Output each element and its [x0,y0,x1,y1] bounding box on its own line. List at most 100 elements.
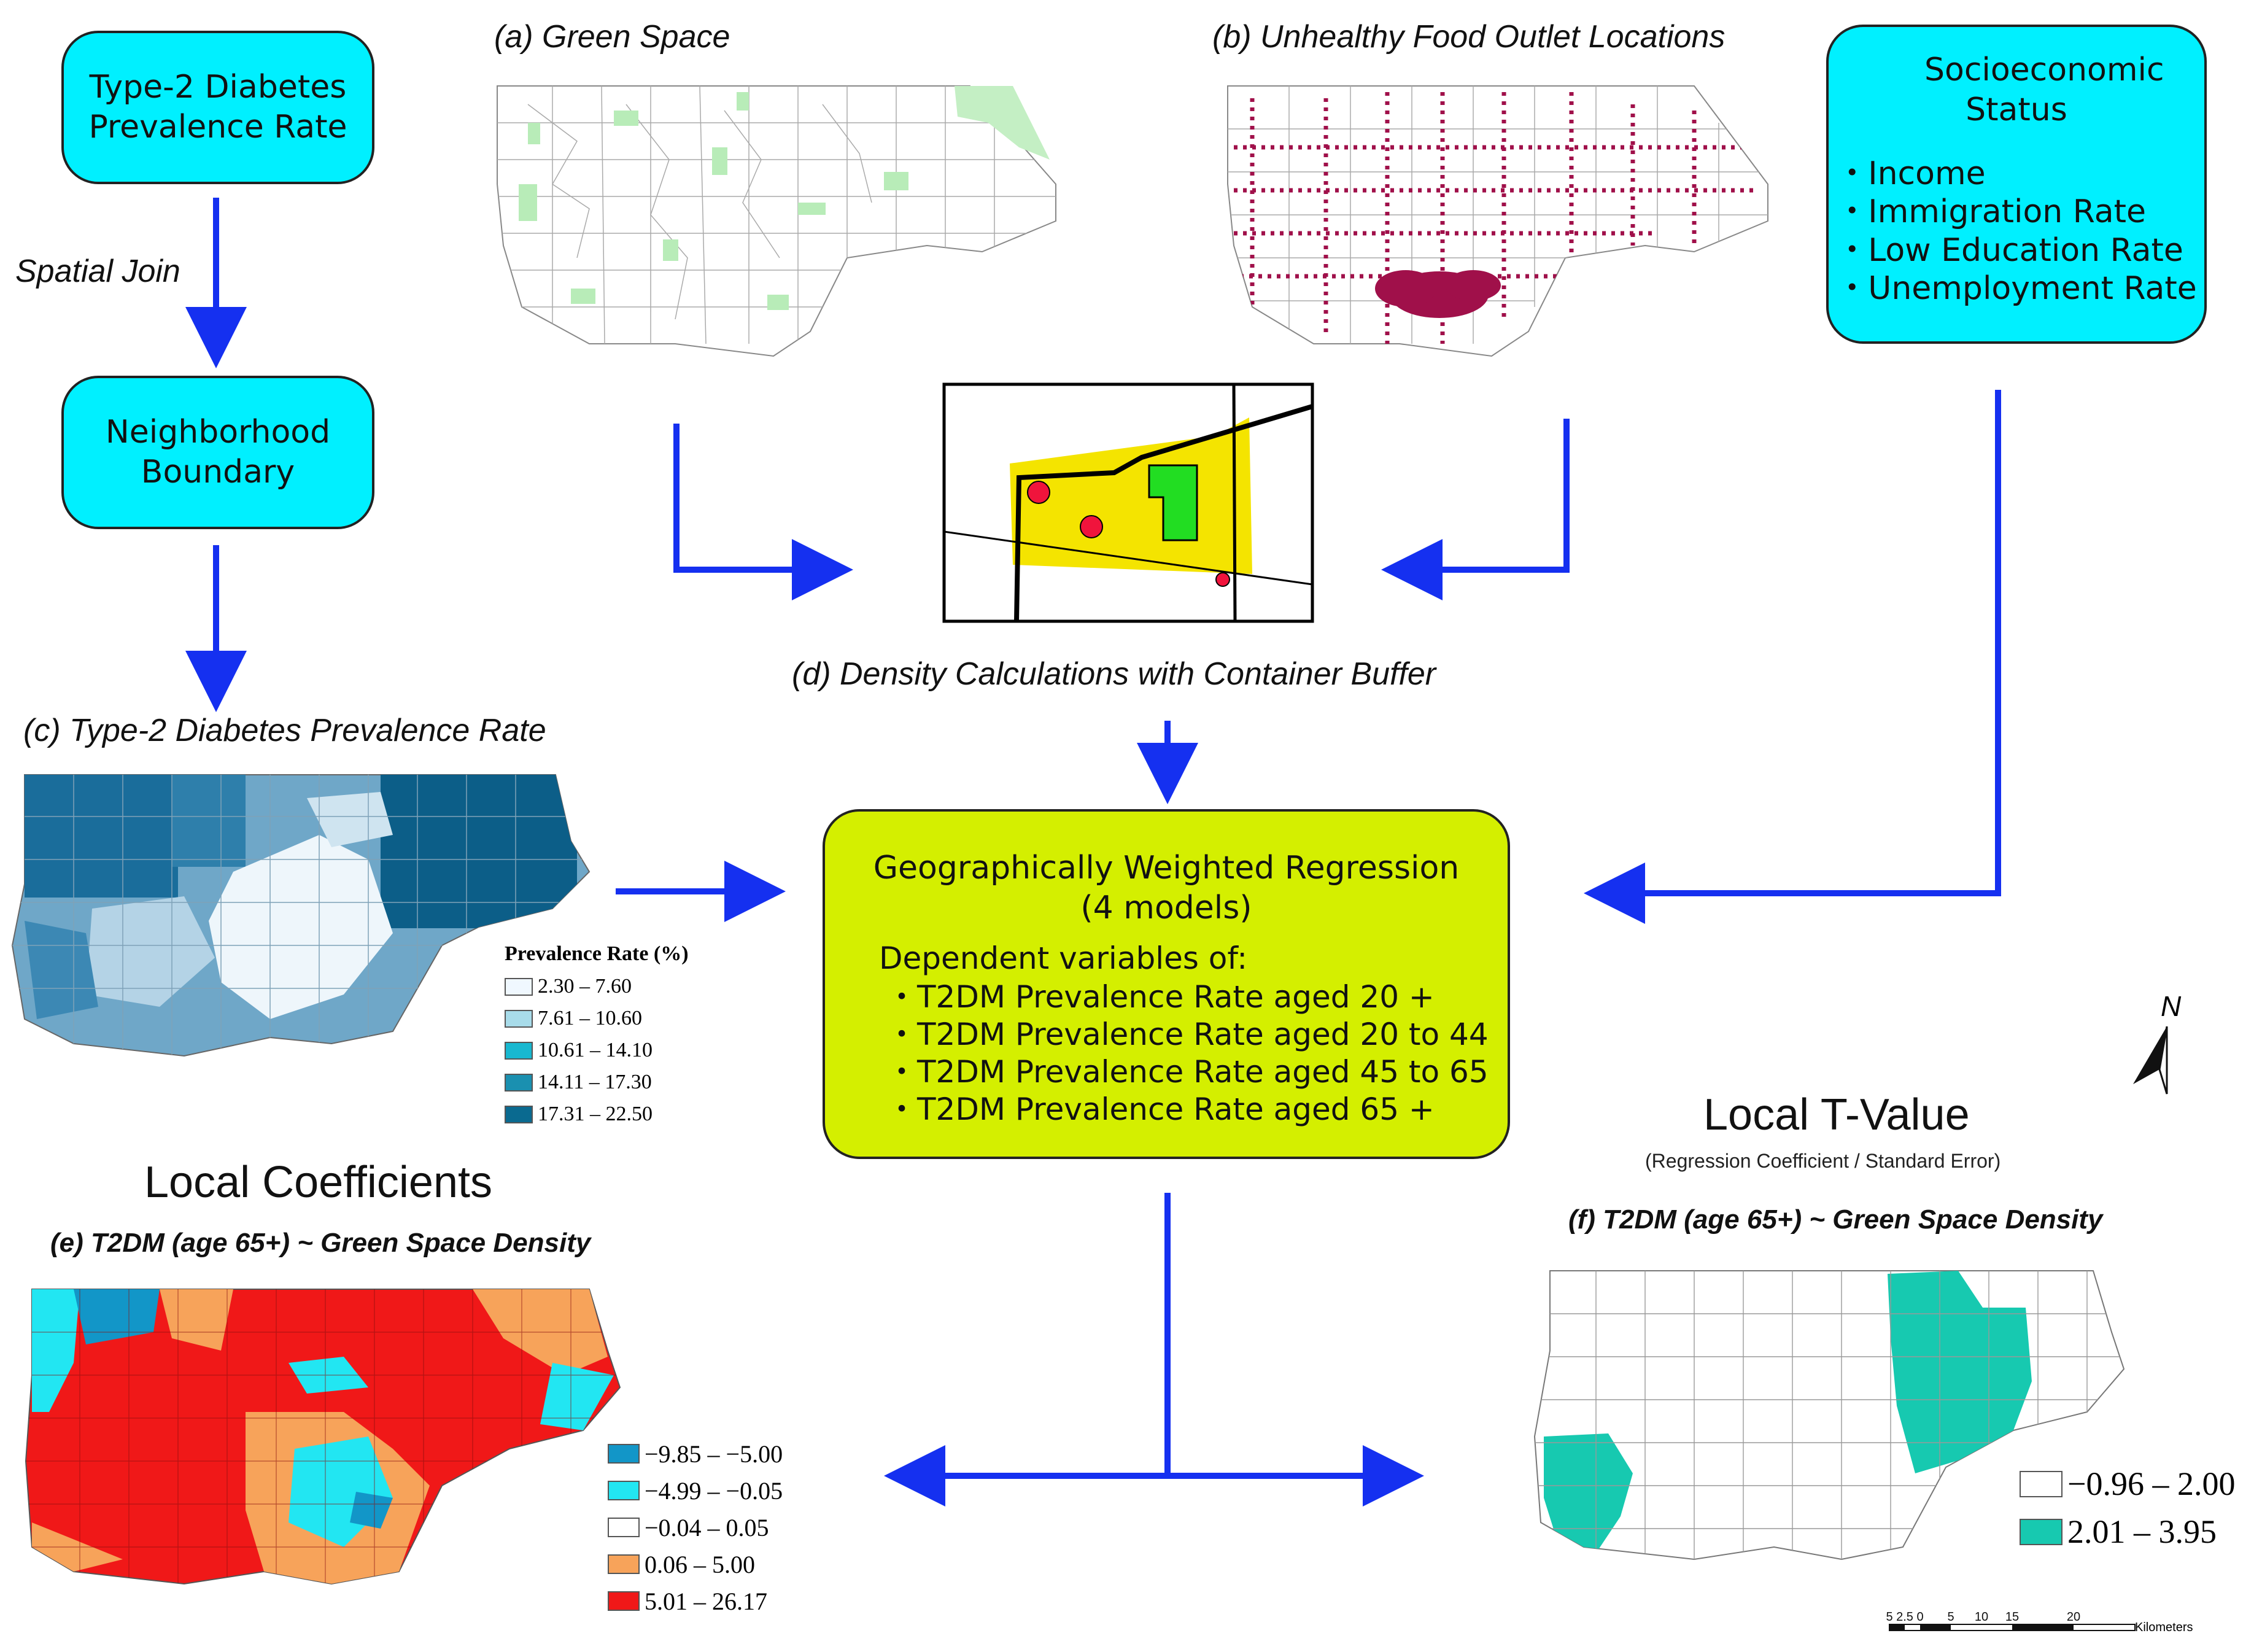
legend-entry: −4.99 – −0.05 [608,1472,783,1509]
north-arrow-icon [2133,1026,2168,1095]
legend-entry: 17.31 – 22.50 [505,1098,689,1130]
gwr-dependent-variable-label: T2DM Prevalence Rate aged 45 to 65 [917,1054,1489,1090]
t2dm-prevalence-box-label: Type-2 Diabetes Prevalence Rate [88,69,347,145]
arrow-green-space-to-buffer [673,424,853,600]
ses-variable: ・Low Education Rate [1836,231,2196,270]
bullet-icon: ・ [886,1017,917,1052]
local-t-value-heading: Local T-Value [1703,1090,1970,1139]
bullet-icon: ・ [886,1054,917,1090]
legend-local-t-value: −0.96 – 2.00 2.01 – 3.95 [2020,1460,2235,1556]
socioeconomic-status-title: Socioeconomic Status [1924,52,2164,128]
food-outlet-point [1215,572,1230,587]
legend-entry: 2.30 – 7.60 [505,971,689,1002]
legend-prevalence-title: Prevalence Rate (%) [505,942,689,965]
legend-entry: −0.96 – 2.00 [2020,1460,2235,1508]
gwr-dependent-variable: ・T2DM Prevalence Rate aged 20 to 44 [886,1016,1489,1053]
scale-tick-label: 5 [1886,1610,1892,1624]
bullet-icon: ・ [1836,193,1869,231]
ses-variable: ・Immigration Rate [1836,193,2196,231]
legend-entry: 7.61 – 10.60 [505,1002,689,1034]
local-t-value-subheading: (Regression Coefficient / Standard Error… [1645,1150,2001,1172]
bullet-icon: ・ [886,1092,917,1127]
neighborhood-boundary-box-label: Neighborhood Boundary [105,414,331,491]
gwr-dependent-variable-list: ・T2DM Prevalence Rate aged 20 + ・T2DM Pre… [886,979,1489,1128]
ses-variable-label: Immigration Rate [1868,193,2146,231]
legend-entry: 10.61 – 14.10 [505,1034,689,1066]
gwr-dependent-variable-label: T2DM Prevalence Rate aged 65 + [917,1092,1435,1127]
panel-f-title: (f) T2DM (age 65+) ~ Green Space Density [1568,1204,2103,1235]
scale-bar: 5 2.5 0 5 10 15 20 [1886,1610,2136,1631]
gwr-dependent-variable-label: T2DM Prevalence Rate aged 20 + [917,979,1435,1015]
panel-c-title: (c) Type-2 Diabetes Prevalence Rate [23,713,546,748]
ses-variable: ・Income [1836,155,2196,193]
map-green-space [497,85,1056,357]
panel-d-title: (d) Density Calculations with Container … [792,656,1436,692]
arrow-food-outlets-to-buffer [1381,419,1570,600]
panel-a-title: (a) Green Space [494,19,730,55]
legend-swatch [608,1518,640,1537]
legend-label: −0.96 – 2.00 [2067,1465,2236,1502]
map-prevalence-rate [11,774,591,1057]
ses-variable: ・Unemployment Rate [1836,270,2196,308]
legend-label: 2.01 – 3.95 [2067,1513,2217,1550]
gwr-title: Geographically Weighted Regression [873,850,1460,886]
bullet-icon: ・ [1836,270,1869,308]
legend-label: −9.85 – −5.00 [645,1440,783,1468]
legend-swatch [2020,1470,2063,1497]
neighborhood-boundary-line [1014,404,1314,622]
scale-tick-label: 20 [2067,1610,2080,1624]
ses-variable-label: Unemployment Rate [1868,270,2197,308]
food-outlet-point [1080,515,1103,538]
legend-entry: 2.01 – 3.95 [2020,1508,2235,1556]
ses-variable-label: Low Education Rate [1868,231,2183,269]
legend-entry: −0.04 – 0.05 [608,1509,783,1546]
legend-label: 7.61 – 10.60 [538,1007,642,1030]
legend-swatch [505,1009,533,1028]
legend-swatch [505,1105,533,1123]
legend-label: −4.99 – −0.05 [645,1476,783,1505]
socioeconomic-status-box: Socioeconomic Status ・Income ・Immigration… [1826,25,2207,344]
legend-swatch [608,1591,640,1611]
legend-entry: 5.01 – 26.17 [608,1583,783,1619]
gwr-box: Geographically Weighted Regression (4 mo… [823,809,1510,1159]
legend-label: 2.30 – 7.60 [538,975,632,998]
legend-swatch [505,1041,533,1060]
local-coefficients-heading: Local Coefficients [144,1158,492,1207]
legend-swatch [505,1073,533,1092]
legend-entry: 14.11 – 17.30 [505,1066,689,1098]
scale-tick-label: 10 [1975,1610,1988,1624]
socioeconomic-variable-list: ・Income ・Immigration Rate ・Low Education R… [1836,155,2196,308]
gwr-dependent-variable-label: T2DM Prevalence Rate aged 20 to 44 [917,1017,1489,1052]
legend-entry: 0.06 – 5.00 [608,1546,783,1583]
buffer-diagram [942,382,1314,623]
arrow-ses-to-gwr [1584,390,2001,924]
legend-label: 14.11 – 17.30 [538,1071,652,1093]
panel-e-title: (e) T2DM (age 65+) ~ Green Space Density [50,1228,591,1258]
neighborhood-boundary-box: Neighborhood Boundary [61,376,374,529]
legend-swatch [608,1481,640,1500]
legend-swatch [2020,1518,2063,1545]
legend-label: 0.06 – 5.00 [645,1550,755,1578]
panel-b-title: (b) Unhealthy Food Outlet Locations [1212,19,1726,55]
map-food-outlets [1227,85,1768,357]
legend-entry: −9.85 – −5.00 [608,1435,783,1472]
scale-tick-label: 0 [1916,1610,1923,1624]
spatial-join-label: Spatial Join [15,254,180,289]
gwr-dependent-variable: ・T2DM Prevalence Rate aged 20 + [886,979,1489,1016]
scale-tick-label: 2.5 [1896,1610,1913,1624]
legend-label: 5.01 – 26.17 [645,1587,767,1615]
container-buffer [1010,417,1252,574]
scale-tick-label: 5 [1947,1610,1954,1624]
gwr-dependent-variable: ・T2DM Prevalence Rate aged 45 to 65 [886,1053,1489,1091]
bullet-icon: ・ [1836,231,1869,269]
ses-variable-label: Income [1868,155,1986,192]
north-label: N [2161,990,2182,1022]
green-space-patch [1148,464,1198,541]
legend-prevalence-rate: Prevalence Rate (%) 2.30 – 7.60 7.61 – 10… [505,942,689,1130]
legend-label: 17.31 – 22.50 [538,1103,653,1125]
gwr-dependent-heading: Dependent variables of: [879,940,1248,976]
scalebar-unit: Kilometers [2135,1621,2193,1634]
legend-label: −0.04 – 0.05 [645,1513,769,1541]
legend-swatch [608,1554,640,1574]
bullet-icon: ・ [886,979,917,1015]
